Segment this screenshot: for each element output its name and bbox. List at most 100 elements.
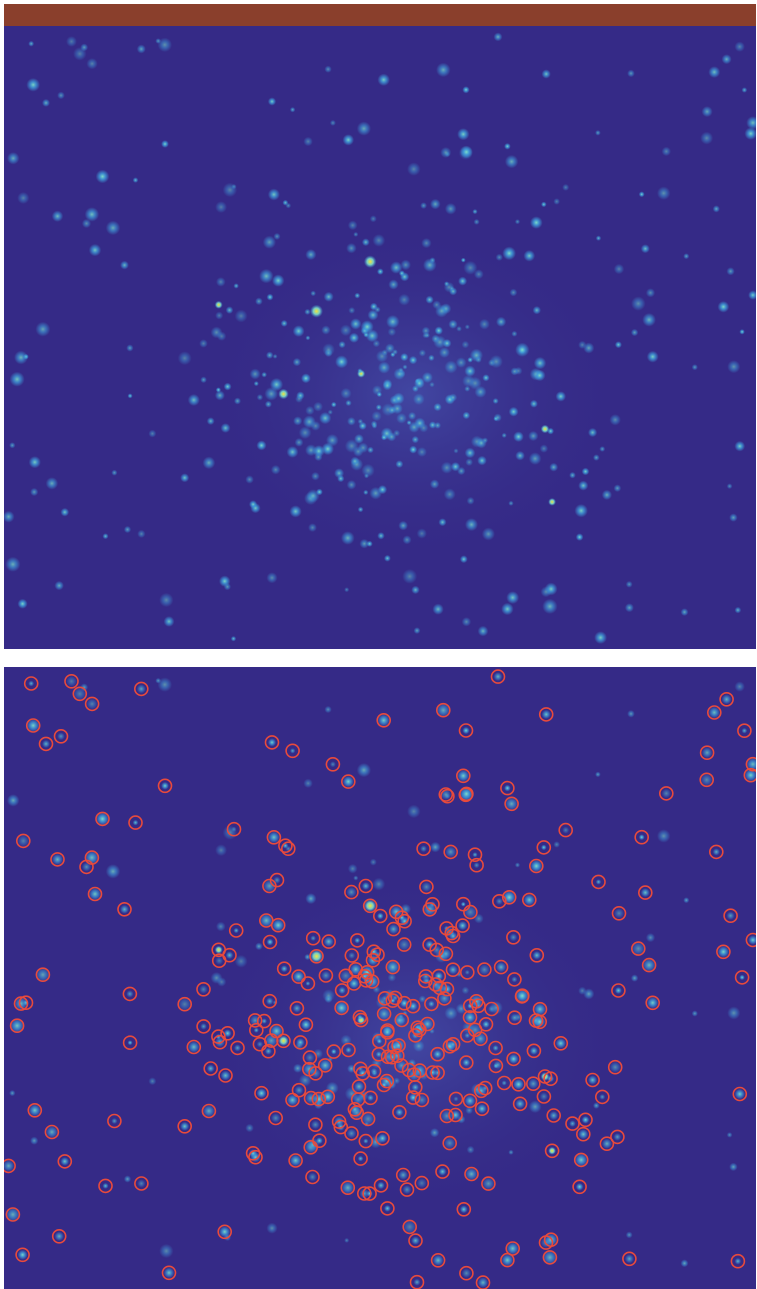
- star: [266, 997, 274, 1005]
- star: [177, 351, 192, 366]
- star: [630, 974, 639, 982]
- raw-star-field-panel: [4, 4, 756, 649]
- star: [613, 484, 622, 493]
- star: [436, 703, 451, 718]
- star: [311, 471, 320, 481]
- detection-circle: [379, 1073, 395, 1089]
- star: [286, 1094, 299, 1106]
- detection-circle: [410, 1020, 426, 1036]
- star: [210, 326, 223, 339]
- detection-circle: [536, 840, 552, 855]
- detection-circle: [366, 1063, 382, 1079]
- detection-circle: [438, 787, 454, 802]
- star: [356, 121, 371, 136]
- star: [157, 677, 172, 692]
- star: [51, 210, 64, 222]
- star: [341, 1180, 355, 1195]
- detection-circle: [699, 745, 715, 760]
- star: [464, 1011, 476, 1023]
- detection-circle: [220, 1025, 235, 1041]
- star: [464, 969, 470, 975]
- star: [137, 1179, 146, 1188]
- star: [278, 388, 289, 400]
- detection-circle: [134, 1176, 149, 1191]
- star: [157, 37, 172, 52]
- star: [202, 1104, 216, 1118]
- star: [294, 438, 304, 447]
- detection-circle: [723, 908, 738, 923]
- star: [289, 107, 296, 113]
- star: [539, 444, 549, 453]
- star: [155, 677, 161, 684]
- star: [363, 489, 369, 495]
- star: [388, 924, 399, 935]
- star: [413, 1040, 425, 1052]
- star: [645, 933, 656, 943]
- star: [363, 1138, 369, 1144]
- star: [357, 506, 364, 513]
- star: [159, 592, 174, 608]
- star: [493, 672, 503, 681]
- star: [367, 446, 374, 454]
- star: [308, 1172, 317, 1182]
- star: [613, 1133, 622, 1141]
- detection-markers: [4, 669, 756, 1289]
- star: [593, 454, 600, 461]
- star: [200, 376, 207, 384]
- star: [358, 421, 367, 430]
- star: [496, 316, 507, 327]
- star: [95, 812, 110, 826]
- detection-circle: [637, 885, 653, 900]
- star: [727, 1006, 741, 1020]
- star: [323, 936, 334, 947]
- star: [345, 1046, 352, 1054]
- detection-circle: [360, 1111, 376, 1127]
- star: [448, 965, 458, 975]
- detection-circle: [507, 1010, 522, 1026]
- star: [381, 434, 387, 441]
- star: [721, 54, 732, 65]
- detection-circle: [394, 1058, 409, 1073]
- star: [354, 434, 364, 444]
- star: [482, 374, 490, 382]
- star: [223, 382, 232, 391]
- star: [495, 897, 503, 905]
- star: [553, 198, 560, 205]
- star: [267, 97, 277, 106]
- star: [574, 1153, 588, 1167]
- star: [449, 393, 458, 402]
- star: [223, 1029, 232, 1038]
- detection-circle: [395, 1167, 411, 1183]
- star: [528, 1078, 539, 1089]
- detection-circle: [529, 947, 545, 963]
- detection-circle: [575, 1126, 591, 1142]
- detection-circle: [455, 768, 471, 784]
- star: [375, 404, 382, 411]
- detection-circle: [302, 1050, 318, 1065]
- detection-circle: [15, 833, 31, 849]
- star: [372, 234, 386, 247]
- star: [400, 353, 409, 362]
- detection-circle: [737, 723, 752, 739]
- star: [264, 400, 272, 408]
- detection-circle: [317, 1058, 333, 1073]
- star: [292, 1004, 302, 1013]
- star: [432, 603, 444, 615]
- star: [338, 986, 346, 994]
- star: [377, 268, 384, 275]
- star: [746, 757, 756, 771]
- star: [292, 357, 302, 367]
- star: [613, 908, 625, 919]
- stars: [4, 32, 756, 644]
- star: [305, 1053, 315, 1063]
- detection-circle: [196, 981, 211, 997]
- detection-circle: [334, 1000, 349, 1016]
- star: [428, 421, 437, 429]
- star: [285, 202, 292, 209]
- detection-circle: [490, 669, 506, 684]
- star: [465, 518, 478, 532]
- detection-circle: [641, 957, 657, 973]
- star: [741, 727, 748, 734]
- detection-circle: [429, 942, 445, 958]
- star: [329, 761, 336, 768]
